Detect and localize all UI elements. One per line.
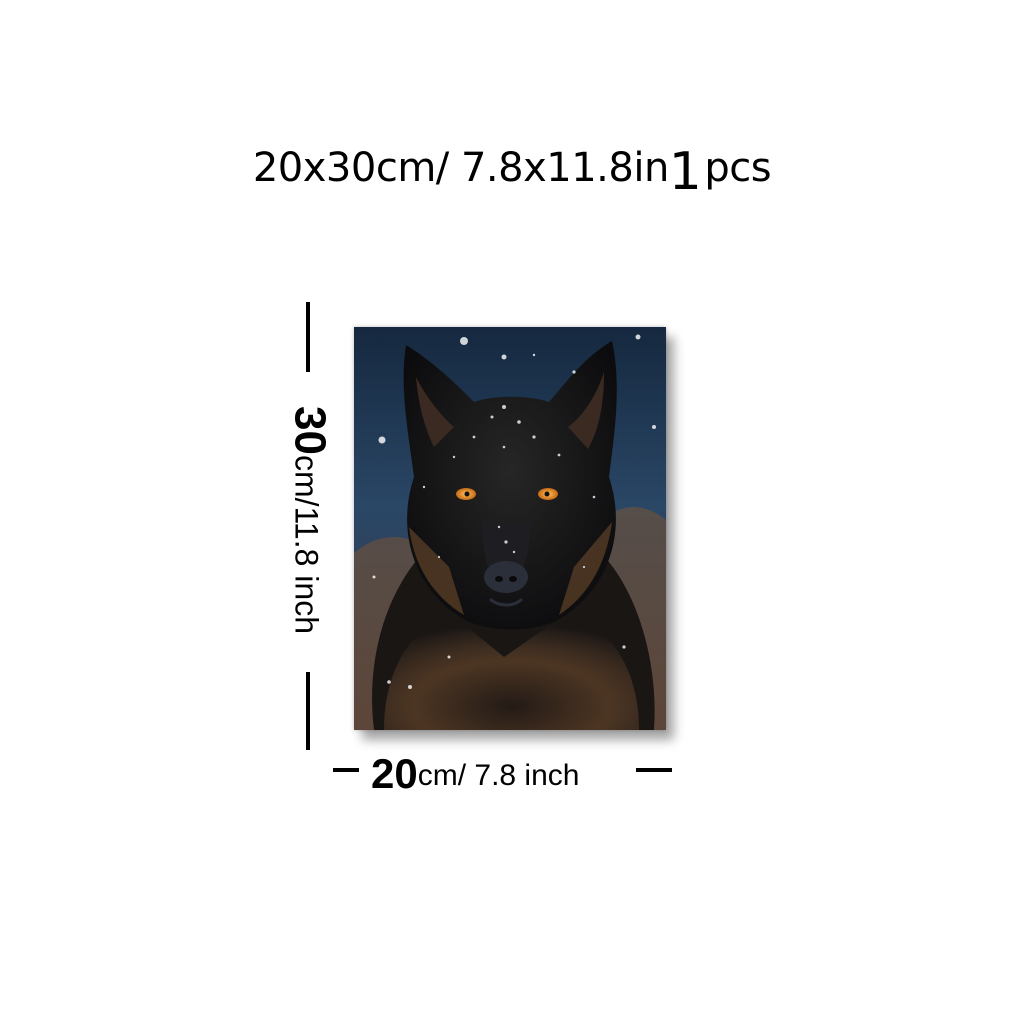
width-dimension-label: 20cm/ 7.8 inch [371,752,579,798]
height-unit: cm/11.8 inch [288,454,325,634]
height-number: 30 [285,406,335,455]
size-text: 20x30cm/ 7.8x11.8in [252,145,669,191]
width-number: 20 [371,750,418,797]
wolf-image [354,327,666,730]
width-dimension-line-left [333,768,359,772]
width-unit: cm/ 7.8 inch [417,759,580,792]
quantity-number: 1 [668,142,702,202]
product-size-title: 20x30cm/ 7.8x11.8in1pcs [0,138,1024,198]
height-dimension-line-bottom [306,672,310,750]
height-dimension-line-top [306,302,310,372]
width-dimension-line-right [636,768,672,772]
wolf-canvas-print [354,327,666,730]
quantity-unit: pcs [704,145,772,191]
